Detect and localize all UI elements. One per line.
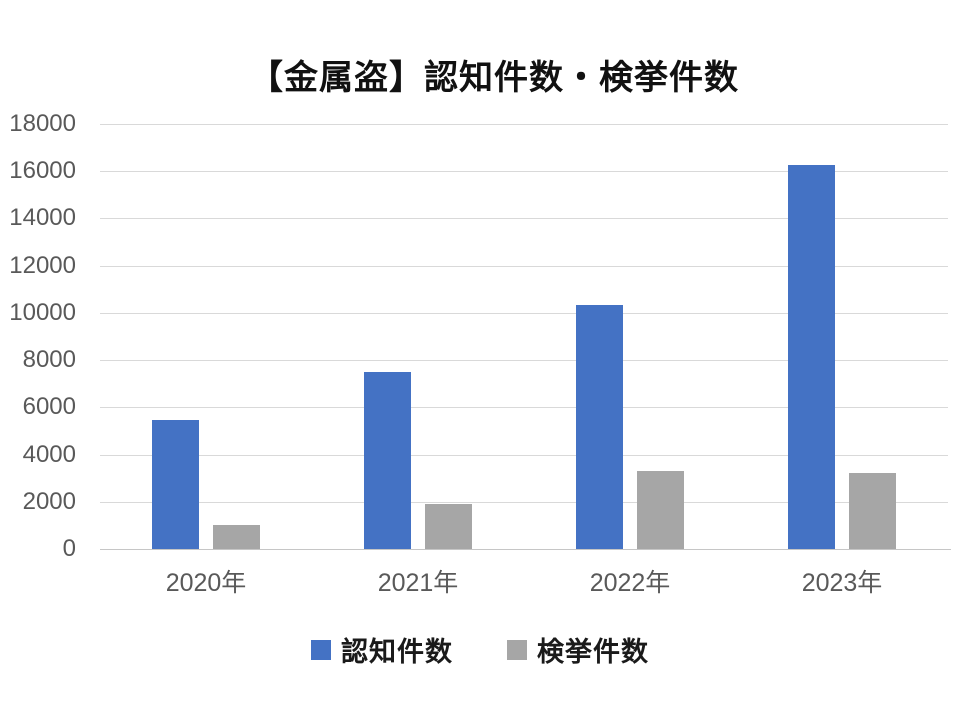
bar-認知件数-2020年 (152, 419, 199, 549)
y-tick-label: 12000 (9, 251, 76, 279)
gridline (100, 454, 948, 456)
y-tick-label: 2000 (22, 487, 76, 515)
y-tick-label: 10000 (9, 298, 76, 326)
y-tick-label: 8000 (22, 346, 76, 374)
gridline (100, 218, 948, 220)
legend-swatch-icon (311, 639, 331, 660)
legend-label: 認知件数 (341, 637, 453, 667)
legend-swatch-icon (507, 639, 527, 660)
gridline (100, 407, 948, 409)
x-axis-line (100, 549, 952, 550)
x-tick-label: 2022年 (589, 569, 671, 597)
x-tick-label: 2021年 (377, 569, 459, 597)
y-tick-label: 16000 (9, 157, 76, 185)
bar-検挙件数-2023年 (849, 473, 896, 549)
x-axis-labels: 2020年 2021年 2022年 2023年 (100, 563, 948, 599)
gridline (100, 265, 948, 267)
bar-認知件数-2023年 (788, 164, 835, 549)
legend-item-検挙件数: 検挙件数 (507, 630, 649, 669)
y-tick-label: 0 (62, 535, 76, 562)
x-tick-label: 2023年 (801, 569, 883, 597)
y-tick-label: 6000 (22, 393, 76, 421)
legend-item-認知件数: 認知件数 (311, 630, 453, 669)
bar-検挙件数-2022年 (637, 471, 684, 549)
bar-認知件数-2022年 (576, 304, 623, 549)
gridline (100, 360, 948, 362)
gridline (100, 171, 948, 173)
gridline (100, 501, 948, 503)
gridline (100, 312, 948, 314)
plot-area (100, 124, 952, 550)
legend-label: 検挙件数 (537, 637, 649, 667)
y-tick-label: 14000 (9, 204, 76, 232)
chart-title: 【金属盗】認知件数・検挙件数 (249, 59, 739, 97)
bar-認知件数-2021年 (364, 371, 411, 549)
gridline (100, 124, 948, 125)
bar-検挙件数-2020年 (213, 525, 260, 549)
legend: 認知件数 検挙件数 (0, 630, 960, 669)
x-tick-label: 2020年 (165, 569, 247, 597)
y-axis-labels: 0 2000 4000 6000 8000 10000 12000 14000 16000 180… (0, 110, 76, 562)
bar-検挙件数-2021年 (425, 504, 472, 549)
y-tick-label: 18000 (9, 110, 76, 137)
y-tick-label: 4000 (22, 440, 76, 468)
